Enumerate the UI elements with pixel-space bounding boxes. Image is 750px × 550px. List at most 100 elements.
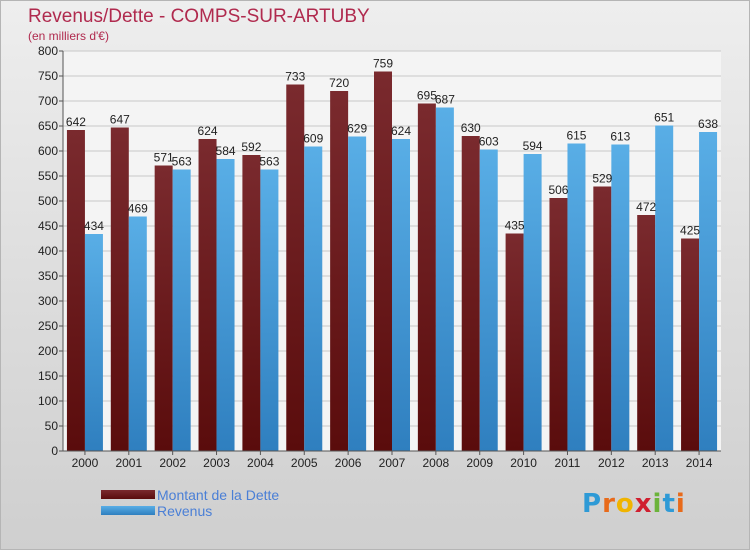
- y-tick-label: 750: [38, 69, 58, 83]
- bar-dette: [505, 233, 524, 451]
- x-tick-label: 2004: [247, 456, 274, 470]
- legend-swatch-revenus: [101, 506, 155, 515]
- data-label-revenus: 594: [523, 139, 543, 153]
- logo-letter: i: [675, 489, 686, 519]
- bar-revenus: [260, 169, 279, 451]
- y-tick-label: 550: [38, 169, 58, 183]
- x-tick-label: 2001: [115, 456, 142, 470]
- y-tick-label: 500: [38, 194, 58, 208]
- data-label-dette: 733: [285, 70, 305, 84]
- y-tick-label: 600: [38, 144, 58, 158]
- data-label-dette: 571: [154, 151, 174, 165]
- data-label-revenus: 615: [566, 129, 586, 143]
- data-label-dette: 759: [373, 57, 393, 71]
- data-label-revenus: 638: [698, 117, 718, 131]
- data-label-revenus: 609: [303, 132, 323, 146]
- bar-dette: [417, 103, 436, 451]
- data-label-dette: 529: [592, 172, 612, 186]
- y-tick-label: 800: [38, 44, 58, 58]
- bar-dette: [154, 165, 173, 451]
- data-label-revenus: 603: [479, 135, 499, 149]
- legend-label-revenus: Revenus: [157, 503, 213, 519]
- logo-letter: x: [634, 489, 653, 519]
- y-tick-label: 300: [38, 294, 58, 308]
- y-tick-label: 200: [38, 344, 58, 358]
- bar-revenus: [523, 154, 542, 451]
- data-label-revenus: 563: [172, 155, 192, 169]
- y-tick-label: 0: [51, 444, 58, 458]
- y-tick-label: 250: [38, 319, 58, 333]
- data-label-dette: 647: [110, 113, 130, 127]
- data-label-revenus: 434: [84, 219, 104, 233]
- bar-dette: [681, 238, 700, 451]
- data-label-dette: 435: [505, 219, 525, 233]
- bar-revenus: [216, 159, 235, 451]
- data-label-dette: 720: [329, 76, 349, 90]
- x-tick-label: 2007: [379, 456, 406, 470]
- bar-dette: [198, 139, 217, 451]
- x-tick-label: 2012: [598, 456, 625, 470]
- y-tick-label: 50: [45, 419, 59, 433]
- chart-subtitle: (en milliers d'€): [28, 29, 109, 43]
- data-label-dette: 506: [548, 183, 568, 197]
- x-tick-label: 2009: [466, 456, 493, 470]
- y-tick-label: 100: [38, 394, 58, 408]
- x-tick-label: 2002: [159, 456, 186, 470]
- x-tick-label: 2008: [423, 456, 450, 470]
- logo-letter: i: [652, 489, 663, 519]
- bar-revenus: [348, 136, 367, 451]
- data-label-revenus: 651: [654, 111, 674, 125]
- bar-revenus: [567, 143, 586, 451]
- x-tick-label: 2000: [72, 456, 99, 470]
- data-label-dette: 630: [461, 121, 481, 135]
- y-tick-label: 350: [38, 269, 58, 283]
- data-label-dette: 425: [680, 224, 700, 238]
- y-tick-label: 650: [38, 119, 58, 133]
- bar-dette: [461, 136, 480, 451]
- bar-dette: [549, 198, 568, 451]
- logo-letter: P: [582, 489, 603, 519]
- chart-title: Revenus/Dette - COMPS-SUR-ARTUBY: [28, 6, 370, 27]
- x-tick-label: 2014: [686, 456, 713, 470]
- bar-dette: [286, 84, 305, 451]
- bar-dette: [593, 186, 612, 451]
- x-tick-label: 2013: [642, 456, 669, 470]
- bar-revenus: [435, 107, 454, 451]
- y-tick-label: 450: [38, 219, 58, 233]
- x-tick-label: 2003: [203, 456, 230, 470]
- bar-dette: [66, 130, 85, 451]
- y-tick-label: 150: [38, 369, 58, 383]
- data-label-dette: 695: [417, 89, 437, 103]
- legend-label-dette: Montant de la Dette: [157, 487, 280, 503]
- data-label-revenus: 613: [610, 130, 630, 144]
- x-tick-label: 2005: [291, 456, 318, 470]
- bar-revenus: [128, 216, 147, 451]
- y-tick-label: 700: [38, 94, 58, 108]
- bar-dette: [110, 127, 129, 451]
- bar-dette: [374, 71, 392, 451]
- data-label-revenus: 629: [347, 122, 367, 136]
- logo-letter: r: [602, 489, 616, 519]
- data-label-dette: 642: [66, 115, 86, 129]
- bar-dette: [330, 91, 349, 451]
- data-label-revenus: 469: [128, 202, 148, 216]
- x-tick-label: 2011: [555, 456, 581, 470]
- bar-revenus: [304, 146, 323, 451]
- bar-revenus: [479, 149, 498, 451]
- x-tick-label: 2010: [510, 456, 537, 470]
- bar-dette: [637, 215, 656, 451]
- logo-letter: o: [615, 489, 635, 519]
- bar-revenus: [611, 144, 630, 451]
- bar-revenus: [84, 234, 103, 451]
- data-label-revenus: 584: [216, 144, 236, 158]
- data-label-revenus: 563: [259, 155, 279, 169]
- data-label-dette: 592: [241, 140, 261, 154]
- data-label-dette: 472: [636, 200, 656, 214]
- bar-revenus: [392, 139, 410, 451]
- proxiti-logo: Proxiti: [582, 489, 686, 519]
- bar-dette: [242, 155, 261, 451]
- data-label-dette: 624: [198, 124, 218, 138]
- x-tick-label: 2006: [335, 456, 362, 470]
